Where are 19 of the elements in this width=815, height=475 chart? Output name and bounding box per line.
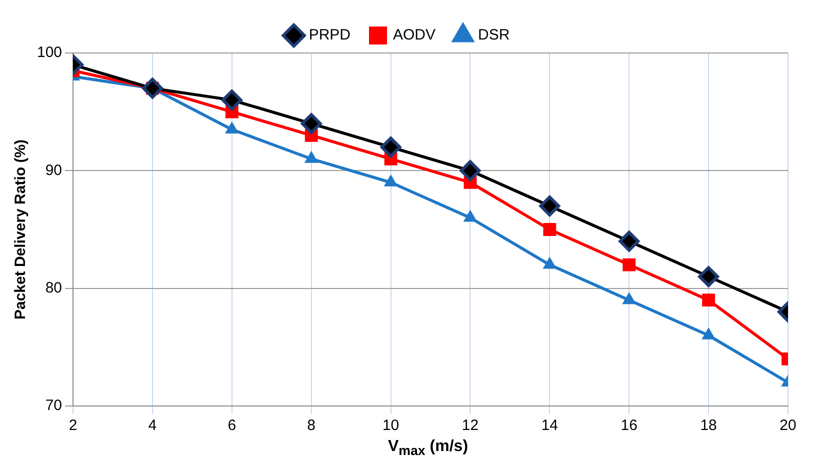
y-tick-label: 90 <box>45 162 62 179</box>
y-tick-label: 80 <box>45 279 62 296</box>
x-axis-title: V$_{max}$ (m/s) <box>386 438 470 458</box>
x-tick-label: 10 <box>382 417 400 434</box>
x-tick-label: 8 <box>307 417 316 434</box>
y-tick-label: 70 <box>45 397 62 414</box>
x-tick-label: 14 <box>541 417 558 434</box>
x-tick-label: 20 <box>780 417 796 434</box>
legend-label: PRPD <box>308 26 351 44</box>
x-tick-label: 18 <box>700 417 717 434</box>
x-tick-label: 2 <box>68 417 78 434</box>
x-tick-label: 6 <box>228 417 236 434</box>
y-axis-title: Packet Delivery Ratio (%) <box>12 139 30 320</box>
x-tick-label: 4 <box>148 417 157 434</box>
x-tick-label: 16 <box>620 417 638 434</box>
y-tick-label: 100 <box>36 44 62 62</box>
legend-label: DSR <box>478 26 510 44</box>
x-tick-label: 12 <box>462 417 479 434</box>
legend-label: AODV <box>393 26 436 44</box>
